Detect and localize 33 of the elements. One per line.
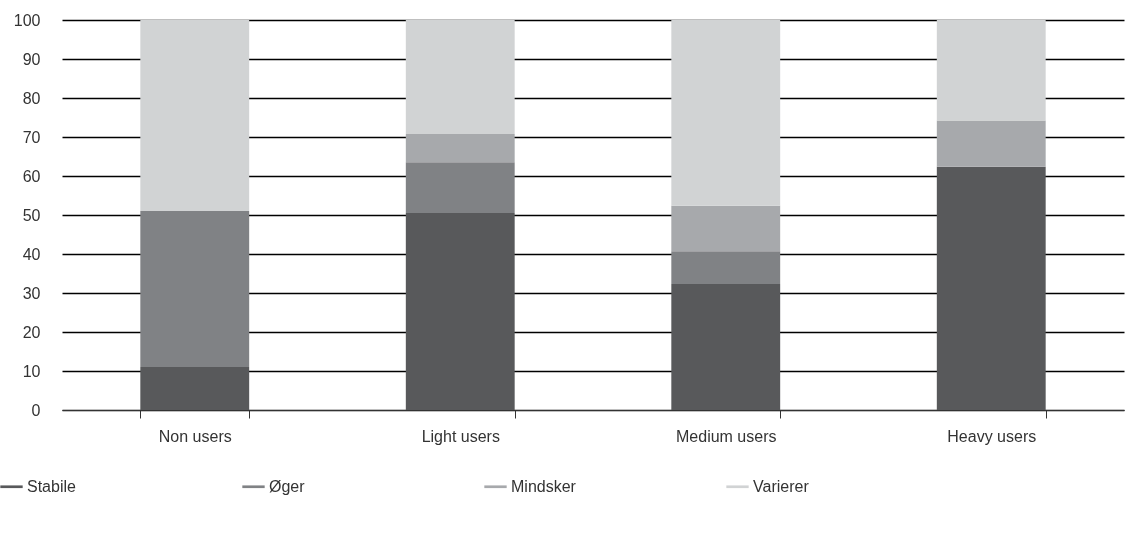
bar <box>405 133 515 163</box>
y-tick-label: 90 <box>22 50 41 68</box>
legend-label: Øger <box>269 477 306 495</box>
bar <box>405 162 515 214</box>
y-tick-label: 20 <box>22 323 41 341</box>
bar <box>405 213 515 410</box>
bar <box>671 284 781 410</box>
y-tick-label: 30 <box>22 284 41 302</box>
bar <box>671 20 781 206</box>
bar <box>140 367 250 410</box>
y-tick-label: 60 <box>22 167 41 185</box>
legend-label: Stabile <box>27 477 77 495</box>
x-tick-label: Non users <box>158 427 232 445</box>
bar <box>936 120 1046 167</box>
y-tick-label: 40 <box>22 245 41 263</box>
legend-label: Varierer <box>753 477 810 495</box>
bar <box>140 211 250 368</box>
y-tick-label: 100 <box>13 11 41 29</box>
y-tick-label: 0 <box>31 401 41 419</box>
y-tick-label: 50 <box>22 206 41 224</box>
bar <box>405 20 515 134</box>
x-tick-label: Heavy users <box>947 427 1037 445</box>
y-tick-label: 80 <box>22 89 41 107</box>
y-tick-label: 10 <box>22 362 41 380</box>
bar <box>936 166 1046 410</box>
bar <box>936 20 1046 121</box>
bar <box>671 205 781 252</box>
bar <box>140 20 250 212</box>
y-tick-label: 70 <box>22 128 41 146</box>
bar <box>671 251 781 285</box>
legend-label: Mindsker <box>511 477 577 495</box>
x-tick-label: Medium users <box>676 427 777 445</box>
x-tick-label: Light users <box>421 427 500 445</box>
